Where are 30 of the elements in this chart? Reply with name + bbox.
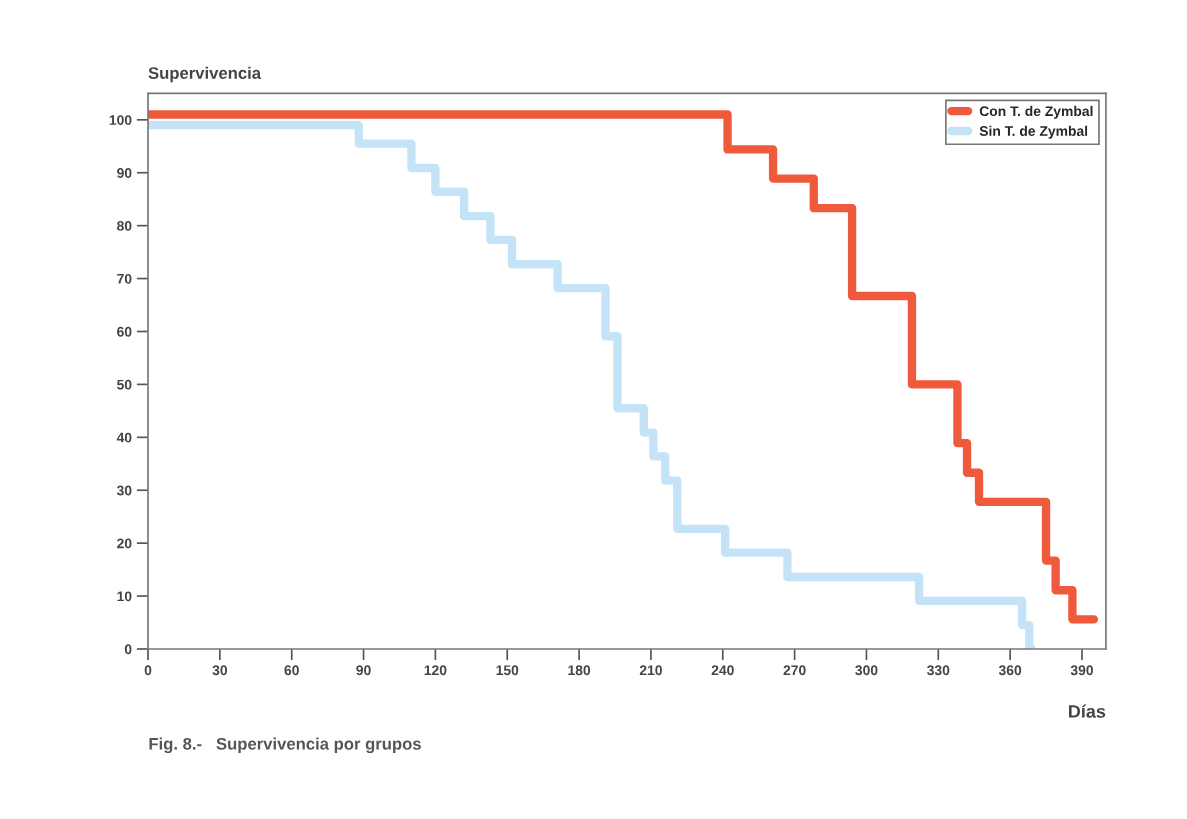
x-tick-label: 330	[927, 665, 950, 676]
x-tick-label: 300	[855, 665, 878, 676]
x-tick-label: 120	[424, 665, 447, 676]
y-tick-label: 70	[117, 273, 132, 284]
y-tick-label: 20	[117, 538, 132, 549]
x-tick-label: 180	[568, 665, 591, 676]
x-tick-label: 90	[356, 665, 371, 676]
legend-label: Con T. de Zymbal	[979, 105, 1093, 119]
y-tick-label: 50	[117, 379, 132, 390]
x-tick-label: 60	[284, 665, 299, 676]
y-tick-label: 40	[116, 432, 132, 443]
x-tick-label: 360	[998, 665, 1022, 676]
x-axis-title: Días	[1069, 704, 1106, 718]
y-tick-label: 30	[116, 485, 132, 496]
x-tick-label: 30	[212, 665, 228, 676]
y-tick-label: 90	[117, 168, 132, 178]
y-axis-title: Supervivencia	[148, 66, 262, 83]
y-tick-label: 0	[124, 644, 132, 655]
y-tick-label: 100	[109, 115, 132, 125]
y-tick-label: 80	[117, 220, 132, 231]
x-tick-label: 210	[639, 665, 662, 676]
y-tick-label: 10	[117, 591, 132, 602]
x-tick-label: 240	[711, 665, 734, 676]
x-tick-label: 150	[496, 665, 519, 676]
y-tick-label: 60	[117, 326, 132, 337]
caption: Fig. 8.- Supervivencia por grupos	[149, 737, 421, 754]
x-tick-label: 390	[1070, 665, 1093, 676]
legend-label: Sin T. de Zymbal	[979, 125, 1088, 139]
x-tick-label: 270	[783, 665, 806, 676]
x-tick-label: 0	[144, 665, 152, 676]
